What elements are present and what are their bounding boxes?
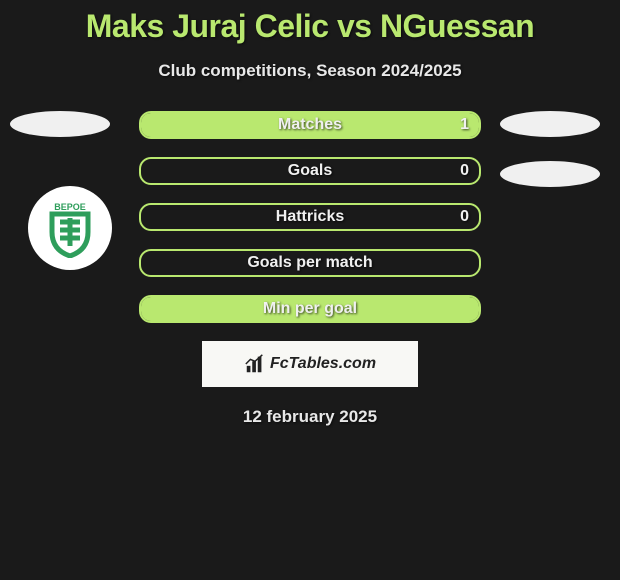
stat-label: Hattricks <box>276 208 344 226</box>
stat-label: Goals <box>288 162 332 180</box>
bar-chart-icon <box>244 353 266 375</box>
svg-text:BEPOE: BEPOE <box>54 202 86 212</box>
stat-row-goals-per-match: Goals per match <box>139 249 481 277</box>
stat-label: Goals per match <box>247 254 372 272</box>
brand-text: FcTables.com <box>270 355 376 373</box>
stat-value: 1 <box>460 116 469 134</box>
player-left-placeholder-1 <box>10 111 110 137</box>
stat-row-hattricks: Hattricks 0 <box>139 203 481 231</box>
subtitle: Club competitions, Season 2024/2025 <box>0 61 620 81</box>
player-right-placeholder-2 <box>500 161 600 187</box>
stat-value: 0 <box>460 162 469 180</box>
stat-bars: Matches 1 Goals 0 Hattricks 0 Goals per … <box>139 111 481 323</box>
page-title: Maks Juraj Celic vs NGuessan <box>0 0 620 45</box>
shield-icon: BEPOE <box>40 198 100 258</box>
brand-box[interactable]: FcTables.com <box>202 341 418 387</box>
stat-row-matches: Matches 1 <box>139 111 481 139</box>
stat-label: Min per goal <box>263 300 357 318</box>
date: 12 february 2025 <box>0 407 620 427</box>
stat-row-goals: Goals 0 <box>139 157 481 185</box>
stat-label: Matches <box>278 116 342 134</box>
club-logo: BEPOE <box>28 186 112 270</box>
player-right-placeholder-1 <box>500 111 600 137</box>
stat-value: 0 <box>460 208 469 226</box>
stat-row-min-per-goal: Min per goal <box>139 295 481 323</box>
stats-area: BEPOE Matches 1 Goals 0 Hattricks 0 Goal… <box>0 111 620 427</box>
